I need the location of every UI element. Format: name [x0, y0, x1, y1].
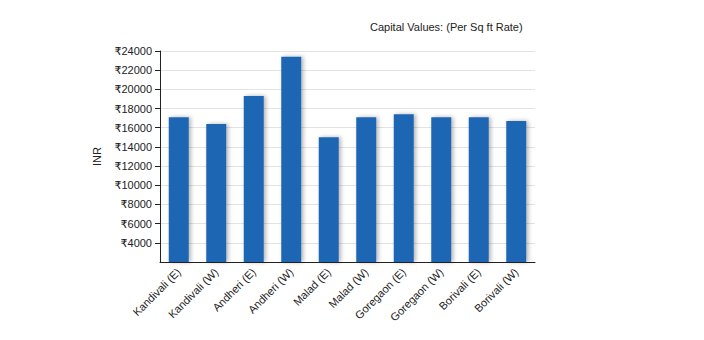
svg-text:Goregaon (E): Goregaon (E): [352, 265, 408, 322]
svg-text:Goregaon (W): Goregaon (W): [388, 266, 446, 324]
svg-text:INR: INR: [91, 147, 103, 166]
svg-text:Andheri (W): Andheri (W): [246, 266, 296, 316]
svg-text:₹8000: ₹8000: [121, 198, 152, 210]
svg-text:₹22000: ₹22000: [114, 64, 152, 76]
svg-text:Borivali (E): Borivali (E): [436, 265, 483, 313]
svg-text:Kandivali (E): Kandivali (E): [130, 265, 183, 319]
svg-text:Capital Values: (Per Sq ft Rat: Capital Values: (Per Sq ft Rate): [370, 21, 523, 33]
svg-text:₹16000: ₹16000: [114, 122, 152, 134]
svg-text:₹10000: ₹10000: [114, 179, 152, 191]
svg-text:Malad (E): Malad (E): [290, 265, 333, 308]
svg-text:₹24000: ₹24000: [114, 45, 152, 57]
svg-text:₹14000: ₹14000: [114, 141, 152, 153]
svg-text:₹12000: ₹12000: [114, 160, 152, 172]
svg-text:Kandivali (W): Kandivali (W): [166, 266, 221, 321]
svg-text:₹20000: ₹20000: [114, 83, 152, 95]
svg-text:Malad (W): Malad (W): [326, 265, 371, 311]
svg-text:₹4000: ₹4000: [121, 237, 152, 249]
svg-text:Borivali (W): Borivali (W): [472, 266, 521, 315]
svg-text:₹18000: ₹18000: [114, 103, 152, 115]
svg-text:₹6000: ₹6000: [121, 218, 152, 230]
svg-text:Andheri (E): Andheri (E): [210, 265, 258, 314]
